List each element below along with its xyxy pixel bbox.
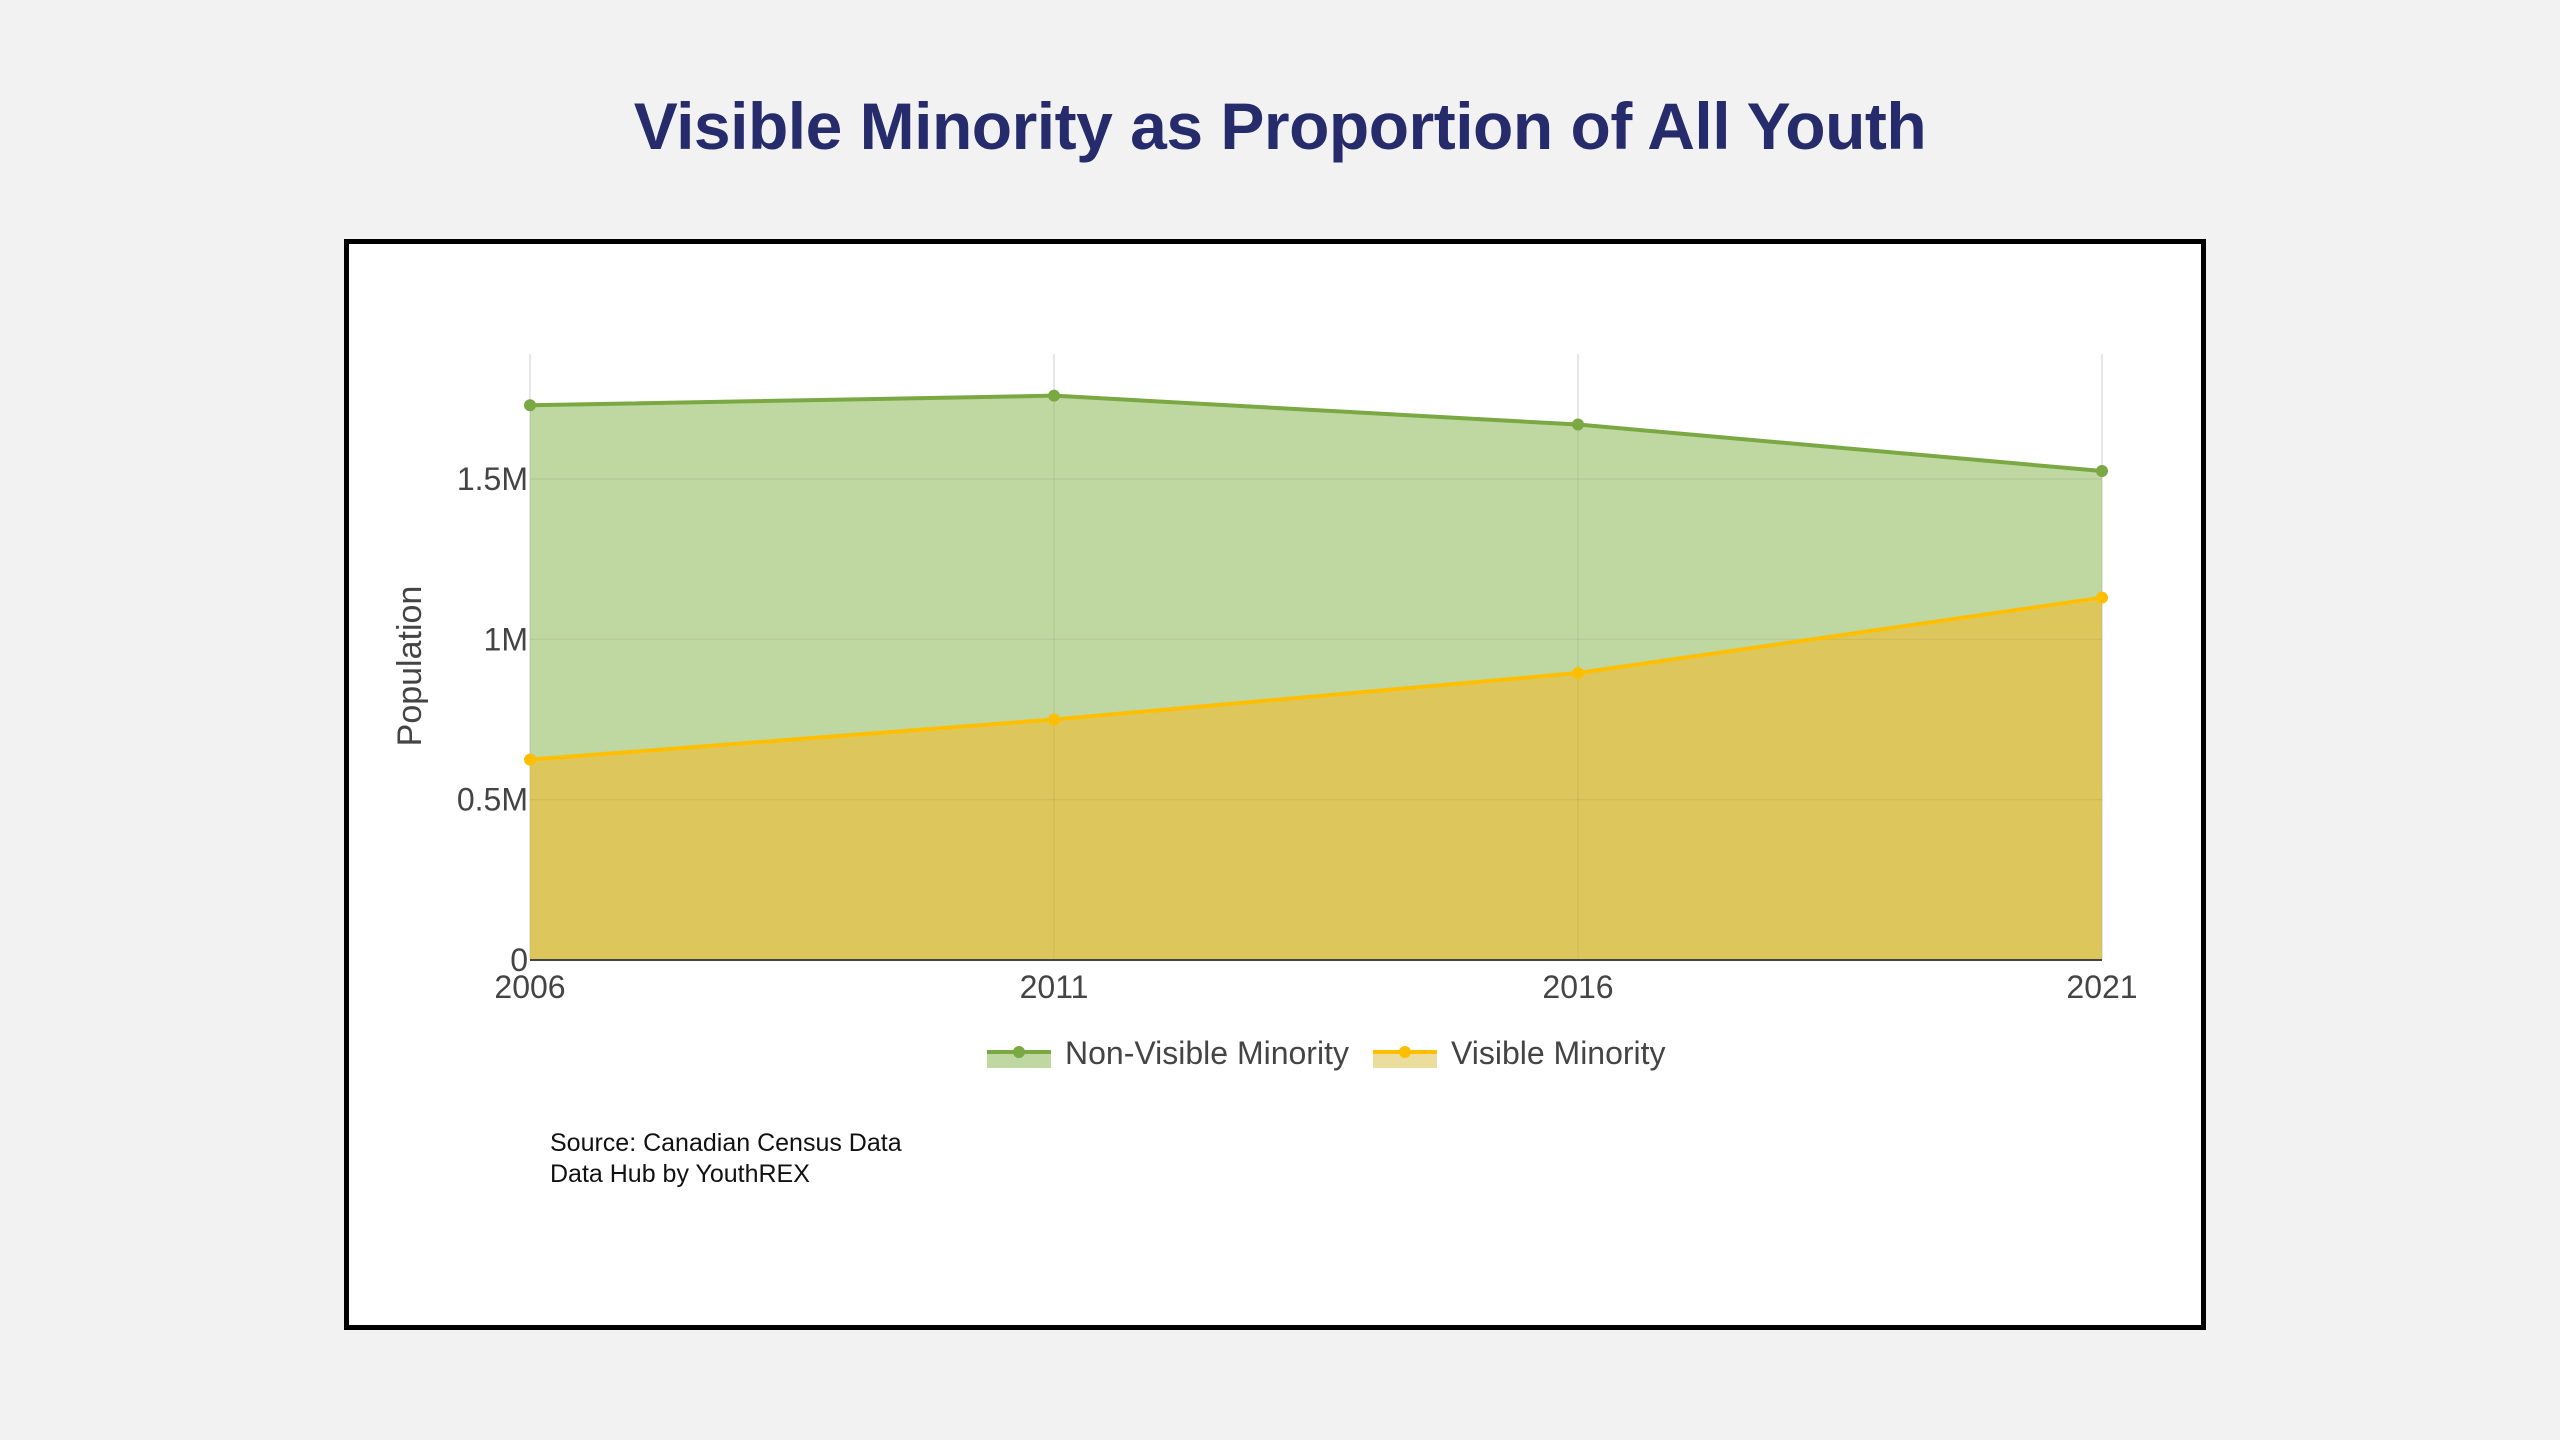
visible-minority-point bbox=[2096, 591, 2108, 604]
x-tick-label: 2021 bbox=[2066, 969, 2137, 1005]
legend-label: Visible Minority bbox=[1451, 1035, 1666, 1071]
legend-swatch-area bbox=[987, 1052, 1051, 1068]
non-visible-minority-area bbox=[530, 395, 2102, 760]
area-chart: 2006 2011 2016 2021 0 0.5M 1M 1.5M Population No… bbox=[391, 354, 2138, 1071]
line-layer bbox=[529, 393, 2103, 762]
legend-label: Non-Visible Minority bbox=[1065, 1035, 1349, 1071]
x-tick-label: 2011 bbox=[1020, 969, 1089, 1005]
legend-item: Visible Minority bbox=[1372, 1035, 1666, 1071]
y-tick-label: 1M bbox=[484, 621, 528, 657]
legend-swatch-marker bbox=[1013, 1046, 1025, 1058]
visible-minority-point bbox=[1572, 667, 1584, 680]
y-tick-label: 0.5M bbox=[457, 782, 528, 818]
visible-minority-point bbox=[1048, 713, 1060, 726]
y-axis-title: Population bbox=[391, 586, 429, 747]
y-tick-label: 1.5M bbox=[457, 461, 528, 497]
non-visible-minority-point bbox=[2096, 465, 2108, 478]
axis-layer: 2006 2011 2016 2021 0 0.5M 1M 1.5M Population bbox=[391, 461, 2138, 1005]
source-note: Source: Canadian Census Data Data Hub by… bbox=[550, 1128, 902, 1190]
chart-frame: 2006 2011 2016 2021 0 0.5M 1M 1.5M Population No… bbox=[344, 239, 2206, 1330]
x-tick-label: 2006 bbox=[494, 969, 565, 1005]
x-tick-label: 2016 bbox=[1542, 969, 1613, 1005]
area-layer bbox=[529, 354, 2103, 960]
legend-swatch-marker bbox=[1398, 1046, 1411, 1058]
non-visible-minority-point bbox=[524, 399, 536, 412]
legend-swatch-area bbox=[1372, 1052, 1437, 1068]
credit-line: Data Hub by YouthREX bbox=[550, 1160, 810, 1188]
point-layer bbox=[524, 389, 2108, 766]
page-title: Visible Minority as Proportion of All Yo… bbox=[633, 89, 1927, 163]
legend-layer: Non-Visible Minority Visible Minority bbox=[987, 1035, 1666, 1071]
y-tick-label: 0 bbox=[510, 942, 528, 978]
non-visible-minority-point bbox=[1048, 389, 1060, 402]
source-line: Source: Canadian Census Data bbox=[550, 1129, 902, 1157]
visible-minority-line bbox=[529, 595, 2103, 762]
non-visible-minority-point bbox=[1572, 418, 1584, 431]
legend-item: Non-Visible Minority bbox=[987, 1035, 1349, 1071]
non-visible-minority-line bbox=[529, 393, 2103, 474]
visible-minority-area bbox=[530, 597, 2102, 960]
visible-minority-point bbox=[524, 753, 536, 766]
